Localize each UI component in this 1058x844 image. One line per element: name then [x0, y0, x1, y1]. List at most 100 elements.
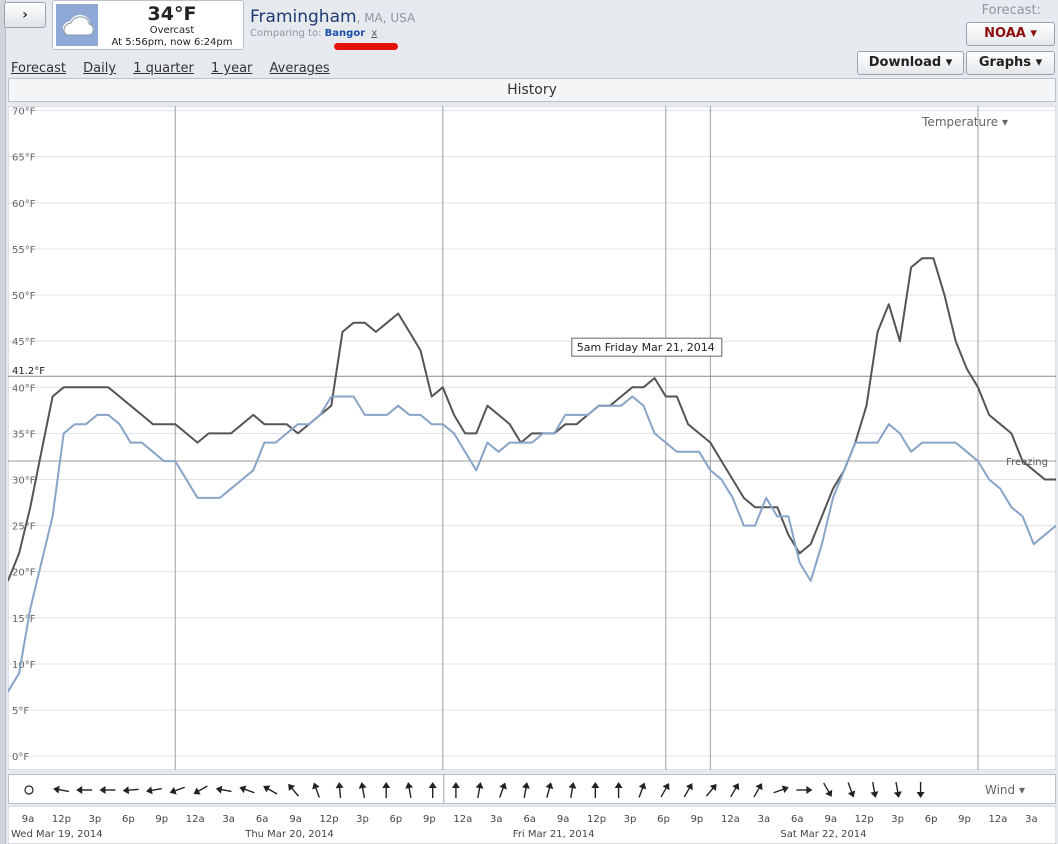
wind-arrow-icon	[870, 781, 879, 798]
wind-arrow-head	[847, 790, 856, 798]
day-label: Sat Mar 22, 2014	[780, 829, 866, 840]
comparing-label: Comparing to:	[250, 28, 322, 39]
wind-selector-dropdown[interactable]: Wind ▾	[985, 783, 1025, 797]
x-tick-label: 6p	[122, 814, 135, 825]
red-underline-annotation	[334, 43, 398, 50]
x-tick-label: 3a	[758, 814, 771, 825]
wind-arrow-icon	[614, 782, 623, 798]
x-tick-label: 12a	[721, 814, 740, 825]
x-tick-label: 3p	[624, 814, 637, 825]
x-tick-label: 3p	[89, 814, 102, 825]
y-tick-label: 5°F	[12, 706, 29, 717]
y-tick-label: 15°F	[12, 614, 36, 625]
freezing-label: Freezing	[1006, 457, 1048, 468]
x-tick-label: 12a	[989, 814, 1008, 825]
plot-background	[8, 106, 1056, 770]
nav-quarter-link[interactable]: 1 quarter	[133, 61, 194, 76]
x-tick-label: 6a	[791, 814, 804, 825]
remove-comparison-link[interactable]: x	[371, 28, 378, 39]
wind-arrow-head	[870, 791, 879, 798]
wind-arrow-head	[122, 786, 130, 795]
x-tick-label: 3p	[356, 814, 369, 825]
expand-sidebar-button[interactable]: ›	[4, 2, 46, 28]
wind-arrow-icon	[660, 783, 670, 798]
y-tick-label: 45°F	[12, 337, 36, 348]
wind-arrow-icon	[638, 782, 647, 798]
wind-arrow-head	[732, 783, 740, 791]
nav-averages-link[interactable]: Averages	[269, 61, 330, 76]
x-tick-label: 9p	[691, 814, 704, 825]
wind-arrow-icon	[263, 785, 278, 795]
wind-arrow-head	[806, 786, 813, 794]
wind-arrow-icon	[796, 786, 813, 794]
view-nav: Forecast Daily 1 quarter 1 year Averages	[11, 61, 343, 76]
wind-arrow-icon	[773, 785, 789, 794]
x-tick-label: 6a	[256, 814, 269, 825]
wind-arrow-icon	[53, 785, 70, 794]
y-tick-label: 60°F	[12, 199, 36, 210]
series-line-bangor	[8, 395, 1056, 693]
x-tick-label: 9p	[423, 814, 436, 825]
wind-arrow-head	[825, 789, 833, 797]
wind-arrow-head	[215, 785, 223, 794]
wind-arrow-icon	[499, 782, 507, 798]
y-tick-label: 70°F	[12, 107, 36, 118]
x-tick-label: 12p	[587, 814, 606, 825]
wind-arrow-head	[568, 782, 577, 789]
wind-arrow-head	[428, 782, 437, 788]
x-tick-label: 6p	[925, 814, 938, 825]
wind-arrow-head	[53, 785, 60, 794]
wind-arrow-icon	[451, 782, 460, 798]
wind-arrow-icon	[335, 782, 344, 799]
wind-arrow-head	[146, 786, 153, 795]
y-tick-label: 40°F	[12, 383, 36, 394]
wind-arrow-icon	[730, 783, 740, 798]
y-tick-label: 30°F	[12, 476, 36, 487]
wind-arrow-icon	[76, 786, 93, 794]
series-line-framingham	[8, 257, 1056, 582]
day-label: Wed Mar 19, 2014	[11, 829, 103, 840]
wind-arrow-icon	[705, 783, 717, 797]
nav-year-link[interactable]: 1 year	[211, 61, 253, 76]
cloud-icon	[56, 4, 98, 46]
x-tick-label: 3p	[891, 814, 904, 825]
wind-arrow-icon	[358, 782, 367, 799]
wind-arrow-icon	[169, 786, 185, 795]
current-conditions-card: 34°F Overcast At 5:56pm, now 6:24pm	[52, 0, 244, 50]
x-tick-label: 9a	[557, 814, 570, 825]
nav-forecast-link[interactable]: Forecast	[11, 61, 67, 76]
wind-arrow-head	[288, 783, 296, 792]
wind-arrow-head	[638, 782, 647, 790]
wind-arrow-head	[193, 787, 201, 795]
wind-arrow-head	[99, 786, 106, 794]
wind-arrow-head	[662, 783, 670, 791]
wind-arrow-head	[335, 782, 344, 789]
wind-arrow-icon	[893, 781, 902, 798]
wind-strip: Wind ▾	[8, 774, 1056, 804]
region-name: , MA, USA	[356, 11, 416, 25]
x-tick-label: 12a	[453, 814, 472, 825]
y-tick-label: 55°F	[12, 245, 36, 256]
wind-arrow-head	[755, 783, 763, 791]
forecast-source-dropdown[interactable]: NOAA ▾	[966, 22, 1055, 46]
x-tick-label: 3a	[222, 814, 235, 825]
wind-arrow-head	[358, 782, 367, 789]
comparison-city-link[interactable]: Bangor	[324, 28, 366, 39]
wind-arrow-head	[169, 786, 177, 795]
y-tick-label: 0°F	[12, 752, 29, 763]
metric-selector-dropdown[interactable]: Temperature ▾	[921, 115, 1008, 129]
wind-arrow-head	[614, 782, 623, 788]
download-button[interactable]: Download ▾	[857, 51, 964, 75]
wind-arrow-icon	[568, 782, 577, 799]
wind-arrow-icon	[847, 782, 856, 798]
time-axis-background	[8, 806, 1056, 844]
wind-arrow-icon	[591, 782, 600, 798]
x-tick-label: 9a	[824, 814, 837, 825]
calm-wind-icon	[24, 785, 34, 795]
nav-daily-link[interactable]: Daily	[83, 61, 117, 76]
temperature-chart: 70°F 65°F 60°F 55°F 50°F 45°F 40°F 35°F 30°F 25°F…	[8, 106, 1056, 770]
graphs-button[interactable]: Graphs ▾	[966, 51, 1055, 75]
x-tick-label: 12p	[52, 814, 71, 825]
hover-tooltip	[571, 337, 723, 357]
wind-arrow-head	[382, 782, 391, 788]
